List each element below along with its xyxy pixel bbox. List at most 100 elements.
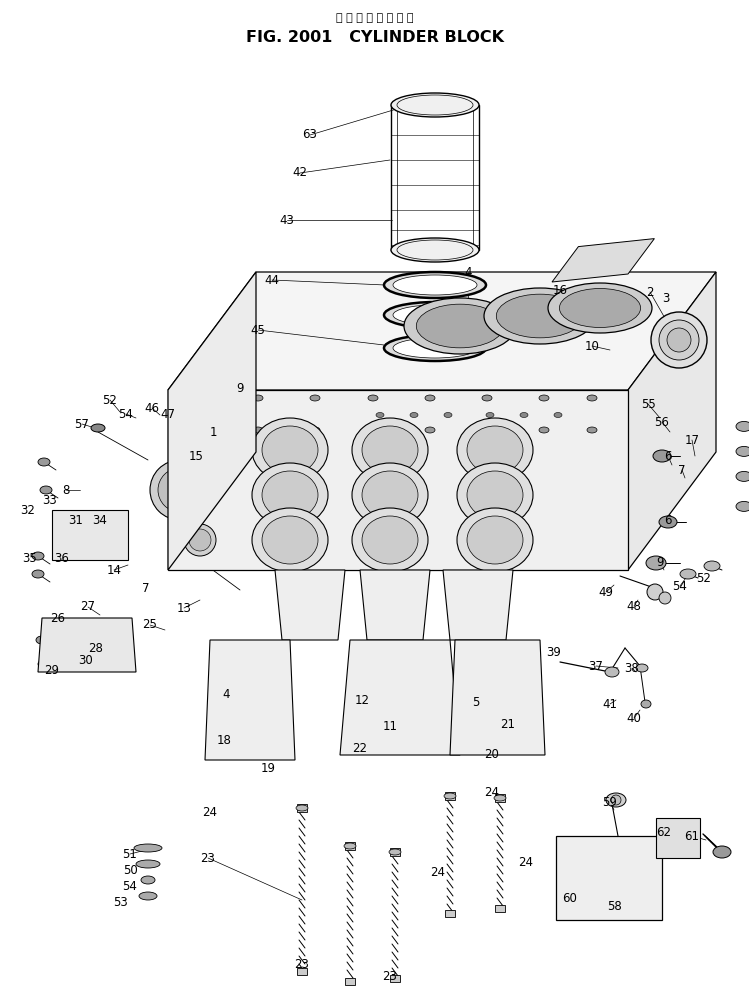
Polygon shape	[340, 640, 460, 755]
Text: 54: 54	[673, 580, 688, 593]
Bar	[345, 842, 355, 850]
Text: 43: 43	[279, 213, 294, 226]
Text: 13: 13	[177, 602, 192, 615]
Ellipse shape	[38, 660, 50, 668]
Circle shape	[116, 549, 124, 557]
Ellipse shape	[285, 576, 295, 584]
Bar	[200, 480, 260, 548]
Text: 24: 24	[485, 786, 500, 799]
Bar	[390, 848, 400, 856]
Ellipse shape	[493, 576, 503, 584]
Ellipse shape	[548, 283, 652, 333]
Text: 12: 12	[354, 694, 369, 707]
Ellipse shape	[444, 412, 452, 417]
Ellipse shape	[352, 463, 428, 527]
Text: 5: 5	[473, 696, 479, 709]
Polygon shape	[52, 510, 128, 560]
Text: 9: 9	[656, 556, 664, 569]
Ellipse shape	[486, 412, 494, 417]
Text: 42: 42	[293, 166, 308, 179]
Circle shape	[667, 328, 691, 352]
Circle shape	[473, 668, 517, 712]
Text: 45: 45	[251, 323, 265, 336]
Circle shape	[567, 848, 577, 858]
Ellipse shape	[736, 471, 749, 481]
Ellipse shape	[290, 584, 330, 616]
Text: 7: 7	[142, 582, 150, 595]
Ellipse shape	[636, 664, 648, 672]
Ellipse shape	[362, 426, 418, 474]
Polygon shape	[628, 272, 716, 570]
Ellipse shape	[325, 576, 335, 584]
Text: 23: 23	[383, 970, 398, 983]
Ellipse shape	[653, 450, 671, 462]
Circle shape	[375, 665, 425, 715]
Text: 51: 51	[123, 848, 137, 861]
Ellipse shape	[134, 844, 162, 852]
Circle shape	[659, 320, 699, 360]
Ellipse shape	[659, 516, 677, 528]
Ellipse shape	[362, 471, 418, 519]
Text: 6: 6	[664, 449, 672, 462]
Text: 37: 37	[589, 660, 604, 673]
Ellipse shape	[344, 843, 356, 849]
Ellipse shape	[494, 795, 506, 801]
Text: 31: 31	[69, 514, 83, 527]
Circle shape	[184, 524, 216, 556]
Ellipse shape	[91, 424, 105, 432]
Text: 17: 17	[685, 433, 700, 446]
Text: 62: 62	[657, 826, 672, 839]
Circle shape	[56, 514, 64, 522]
Polygon shape	[168, 272, 256, 570]
Polygon shape	[552, 238, 655, 282]
Text: 24: 24	[518, 856, 533, 869]
Ellipse shape	[376, 412, 384, 417]
Text: 25: 25	[142, 619, 157, 632]
Circle shape	[56, 549, 64, 557]
Ellipse shape	[40, 486, 52, 494]
Circle shape	[116, 514, 124, 522]
Ellipse shape	[606, 793, 626, 807]
Text: 34: 34	[93, 514, 107, 527]
Ellipse shape	[262, 426, 318, 474]
Circle shape	[237, 681, 267, 711]
Circle shape	[189, 529, 211, 551]
Ellipse shape	[36, 636, 48, 644]
Ellipse shape	[252, 418, 328, 482]
Text: 56: 56	[655, 415, 670, 428]
Ellipse shape	[205, 427, 215, 433]
Circle shape	[567, 895, 577, 905]
Bar	[445, 910, 455, 917]
Bar	[495, 794, 505, 802]
Text: 35: 35	[22, 552, 37, 565]
Text: 38: 38	[625, 662, 640, 675]
Polygon shape	[168, 390, 628, 570]
Polygon shape	[450, 640, 545, 755]
Circle shape	[242, 730, 262, 750]
Ellipse shape	[384, 272, 486, 298]
Ellipse shape	[416, 304, 503, 347]
Ellipse shape	[38, 458, 50, 466]
Text: 54: 54	[118, 407, 133, 420]
Ellipse shape	[641, 700, 651, 708]
Bar	[345, 978, 355, 985]
Ellipse shape	[458, 584, 498, 616]
Polygon shape	[556, 836, 662, 920]
Circle shape	[480, 675, 510, 705]
Ellipse shape	[704, 561, 720, 571]
Text: 40: 40	[627, 712, 641, 725]
Circle shape	[82, 639, 94, 651]
Text: 18: 18	[216, 734, 231, 747]
Ellipse shape	[520, 412, 528, 417]
Ellipse shape	[587, 427, 597, 433]
Text: 4: 4	[464, 265, 472, 278]
Ellipse shape	[646, 556, 666, 570]
Polygon shape	[443, 570, 513, 640]
Ellipse shape	[736, 446, 749, 456]
Ellipse shape	[467, 516, 523, 564]
Ellipse shape	[404, 298, 516, 354]
Text: 28: 28	[88, 642, 103, 655]
Text: 24: 24	[431, 866, 446, 879]
Polygon shape	[360, 570, 430, 640]
Text: 29: 29	[44, 664, 59, 677]
